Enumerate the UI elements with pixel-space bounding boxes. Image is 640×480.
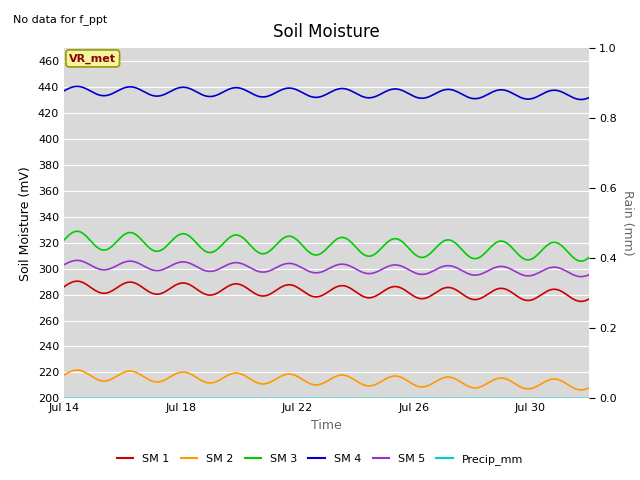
Y-axis label: Rain (mm): Rain (mm) xyxy=(621,191,634,256)
X-axis label: Time: Time xyxy=(311,419,342,432)
Legend: SM 1, SM 2, SM 3, SM 4, SM 5, Precip_mm: SM 1, SM 2, SM 3, SM 4, SM 5, Precip_mm xyxy=(112,450,528,469)
Title: Soil Moisture: Soil Moisture xyxy=(273,23,380,41)
Text: VR_met: VR_met xyxy=(69,53,116,63)
Text: No data for f_ppt: No data for f_ppt xyxy=(13,14,107,25)
Y-axis label: Soil Moisture (mV): Soil Moisture (mV) xyxy=(19,166,33,281)
